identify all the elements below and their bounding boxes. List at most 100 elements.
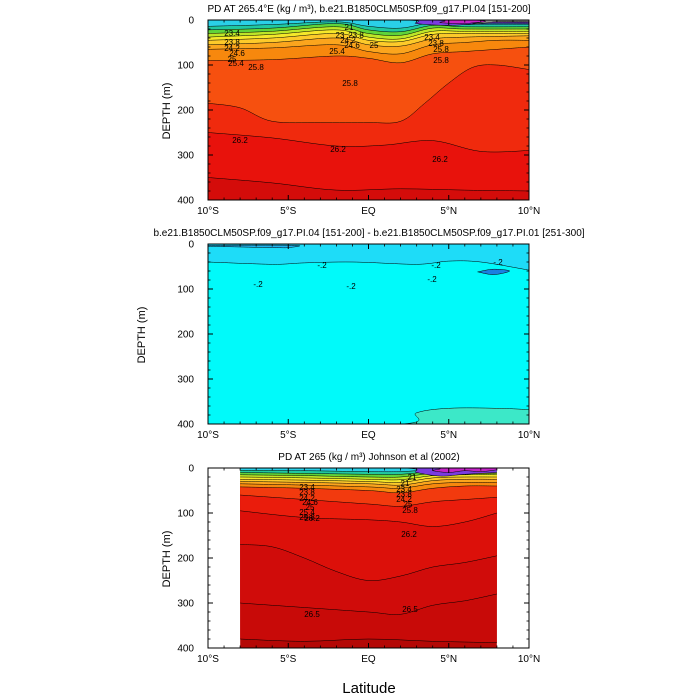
- contour-label: 26.2: [232, 136, 248, 145]
- panel-1-title: PD AT 265.4°E (kg / m³), b.e21.B1850CLM5…: [207, 4, 530, 15]
- panel-2-ylabel: DEPTH (m): [136, 307, 148, 364]
- y-tick-label: 200: [177, 106, 194, 117]
- y-tick-label: 0: [188, 16, 194, 27]
- contour-label: 25.4: [329, 47, 345, 56]
- contour-label: 23.8: [348, 31, 364, 40]
- panel-3-contour-labels: 23.423.824.224.62525.425.826.226.52123.4…: [299, 473, 418, 619]
- panel-2-base-fill: [208, 244, 529, 424]
- panel-3-contour-line: [240, 485, 497, 494]
- panel-2-contour-labels: -.2 -.2 -.2 -.2 -.2 -.2: [253, 258, 503, 291]
- panel-1-contour-line: [208, 46, 529, 64]
- y-tick-label: 100: [177, 61, 194, 72]
- y-tick-label: 200: [177, 554, 194, 565]
- contour-label: 23.8: [224, 38, 240, 47]
- panel-3-contour-line: [240, 468, 497, 473]
- x-tick-label: 5°N: [440, 206, 457, 217]
- panel-1-ylabel: DEPTH (m): [161, 83, 173, 140]
- panel-3-ylabel: DEPTH (m): [161, 531, 173, 588]
- contour-label: -.2: [431, 261, 441, 270]
- contour-label: 25.4: [228, 59, 244, 68]
- contour-label: 23.8: [396, 490, 412, 499]
- panel-3-contour-line: [240, 638, 497, 643]
- y-tick-label: 400: [177, 420, 194, 431]
- contour-label: 26.2: [401, 530, 417, 539]
- panel-3-xlabel: Latitude: [342, 680, 395, 697]
- panel-2-contour-line: [208, 260, 529, 271]
- contour-label: 25: [404, 500, 413, 509]
- panel-3-title: PD AT 265 (kg / m³) Johnson et al (2002): [278, 452, 459, 463]
- x-tick-label: EQ: [361, 430, 376, 441]
- panel-1-contour-line: [208, 64, 529, 124]
- x-tick-label: 5°N: [440, 654, 457, 665]
- panel-1-contour-line: [208, 26, 529, 36]
- panel-3-contour-line: [240, 478, 497, 486]
- panel-3-plot: 10°S 5°S EQ 5°N 10°N010020030040023.423.824.…: [177, 464, 540, 666]
- y-tick-label: 0: [188, 464, 194, 475]
- contour-label: 24.2: [396, 495, 412, 504]
- y-tick-label: 300: [177, 375, 194, 386]
- panel-3-contour-line: [240, 593, 497, 615]
- panel-2-title: b.e21.B1850CLM50SP.f09_g17.PI.04 [151-20…: [153, 228, 584, 239]
- panel-3-contour-line: [240, 476, 497, 483]
- contour-label: 26.2: [432, 155, 448, 164]
- contour-label: -.2: [346, 282, 356, 291]
- contour-label: 21: [345, 23, 354, 32]
- contour-label: -.2: [253, 280, 263, 289]
- contour-label: 21: [401, 479, 410, 488]
- panel-2-layer-m0_6: [477, 269, 510, 275]
- y-tick-label: 300: [177, 151, 194, 162]
- panel-1-contours: [208, 20, 529, 200]
- contour-label: 24.2: [340, 36, 356, 45]
- contour-label: 23.8: [299, 488, 315, 497]
- x-tick-label: 5°S: [280, 206, 297, 217]
- x-tick-label: 10°N: [518, 430, 540, 441]
- panel-1-contour-line: [208, 132, 529, 153]
- panel-2-layer-m0_4: [208, 245, 300, 248]
- contour-label: 23: [336, 31, 345, 40]
- x-tick-label: 10°S: [197, 206, 219, 217]
- panel-1-contour-line: [208, 29, 529, 40]
- contour-label: 23.4: [424, 33, 440, 42]
- contour-label: 24.6: [344, 41, 360, 50]
- contour-label: 25: [306, 503, 315, 512]
- contour-label: 23.4: [299, 483, 315, 492]
- contour-label: -.2: [493, 258, 503, 267]
- panel-2-layer-m0_2: [208, 244, 529, 271]
- contour-label: 26.5: [304, 610, 320, 619]
- panel-1-contour-line: [208, 39, 529, 55]
- panel-1-plot: 10°S 5°S EQ 5°N 10°N010020030040023.423.824.…: [177, 16, 540, 218]
- y-tick-label: 300: [177, 599, 194, 610]
- panel-2-contour-line: [208, 244, 301, 249]
- contour-label: -.2: [317, 261, 327, 270]
- contour-label: 25.8: [433, 45, 449, 54]
- panel-2-contour-line: [208, 407, 529, 424]
- contour-label: 24.2: [224, 44, 240, 53]
- x-tick-label: EQ: [361, 654, 376, 665]
- y-tick-label: 100: [177, 509, 194, 520]
- contour-label: 24.6: [229, 49, 245, 58]
- y-tick-label: 0: [188, 240, 194, 251]
- contour-label: 25.8: [402, 506, 418, 515]
- panel-3-contour-line: [240, 494, 497, 507]
- panel-3-contour-line: [240, 474, 497, 481]
- panel-3-contour-line: [240, 482, 497, 489]
- y-tick-label: 400: [177, 644, 194, 655]
- x-tick-label: 10°S: [197, 654, 219, 665]
- panel-2: b.e21.B1850CLM50SP.f09_g17.PI.04 [151-20…: [136, 228, 585, 441]
- x-tick-label: 10°S: [197, 430, 219, 441]
- x-tick-label: 5°S: [280, 430, 297, 441]
- x-tick-label: 5°N: [440, 430, 457, 441]
- panel-1: PD AT 265.4°E (kg / m³), b.e21.B1850CLM5…: [161, 4, 540, 217]
- panel-3-contour-line: [240, 510, 497, 527]
- panel-1-contour-line: [208, 35, 529, 47]
- contour-label: 25.8: [433, 56, 449, 65]
- contour-label: 25.8: [342, 79, 358, 88]
- contour-label: 26.2: [330, 145, 346, 154]
- x-tick-label: EQ: [361, 206, 376, 217]
- contour-label: 24.2: [299, 494, 315, 503]
- contour-label: 25: [370, 41, 379, 50]
- contour-label: 24.6: [302, 498, 318, 507]
- panel-1-contour-line: [208, 177, 529, 192]
